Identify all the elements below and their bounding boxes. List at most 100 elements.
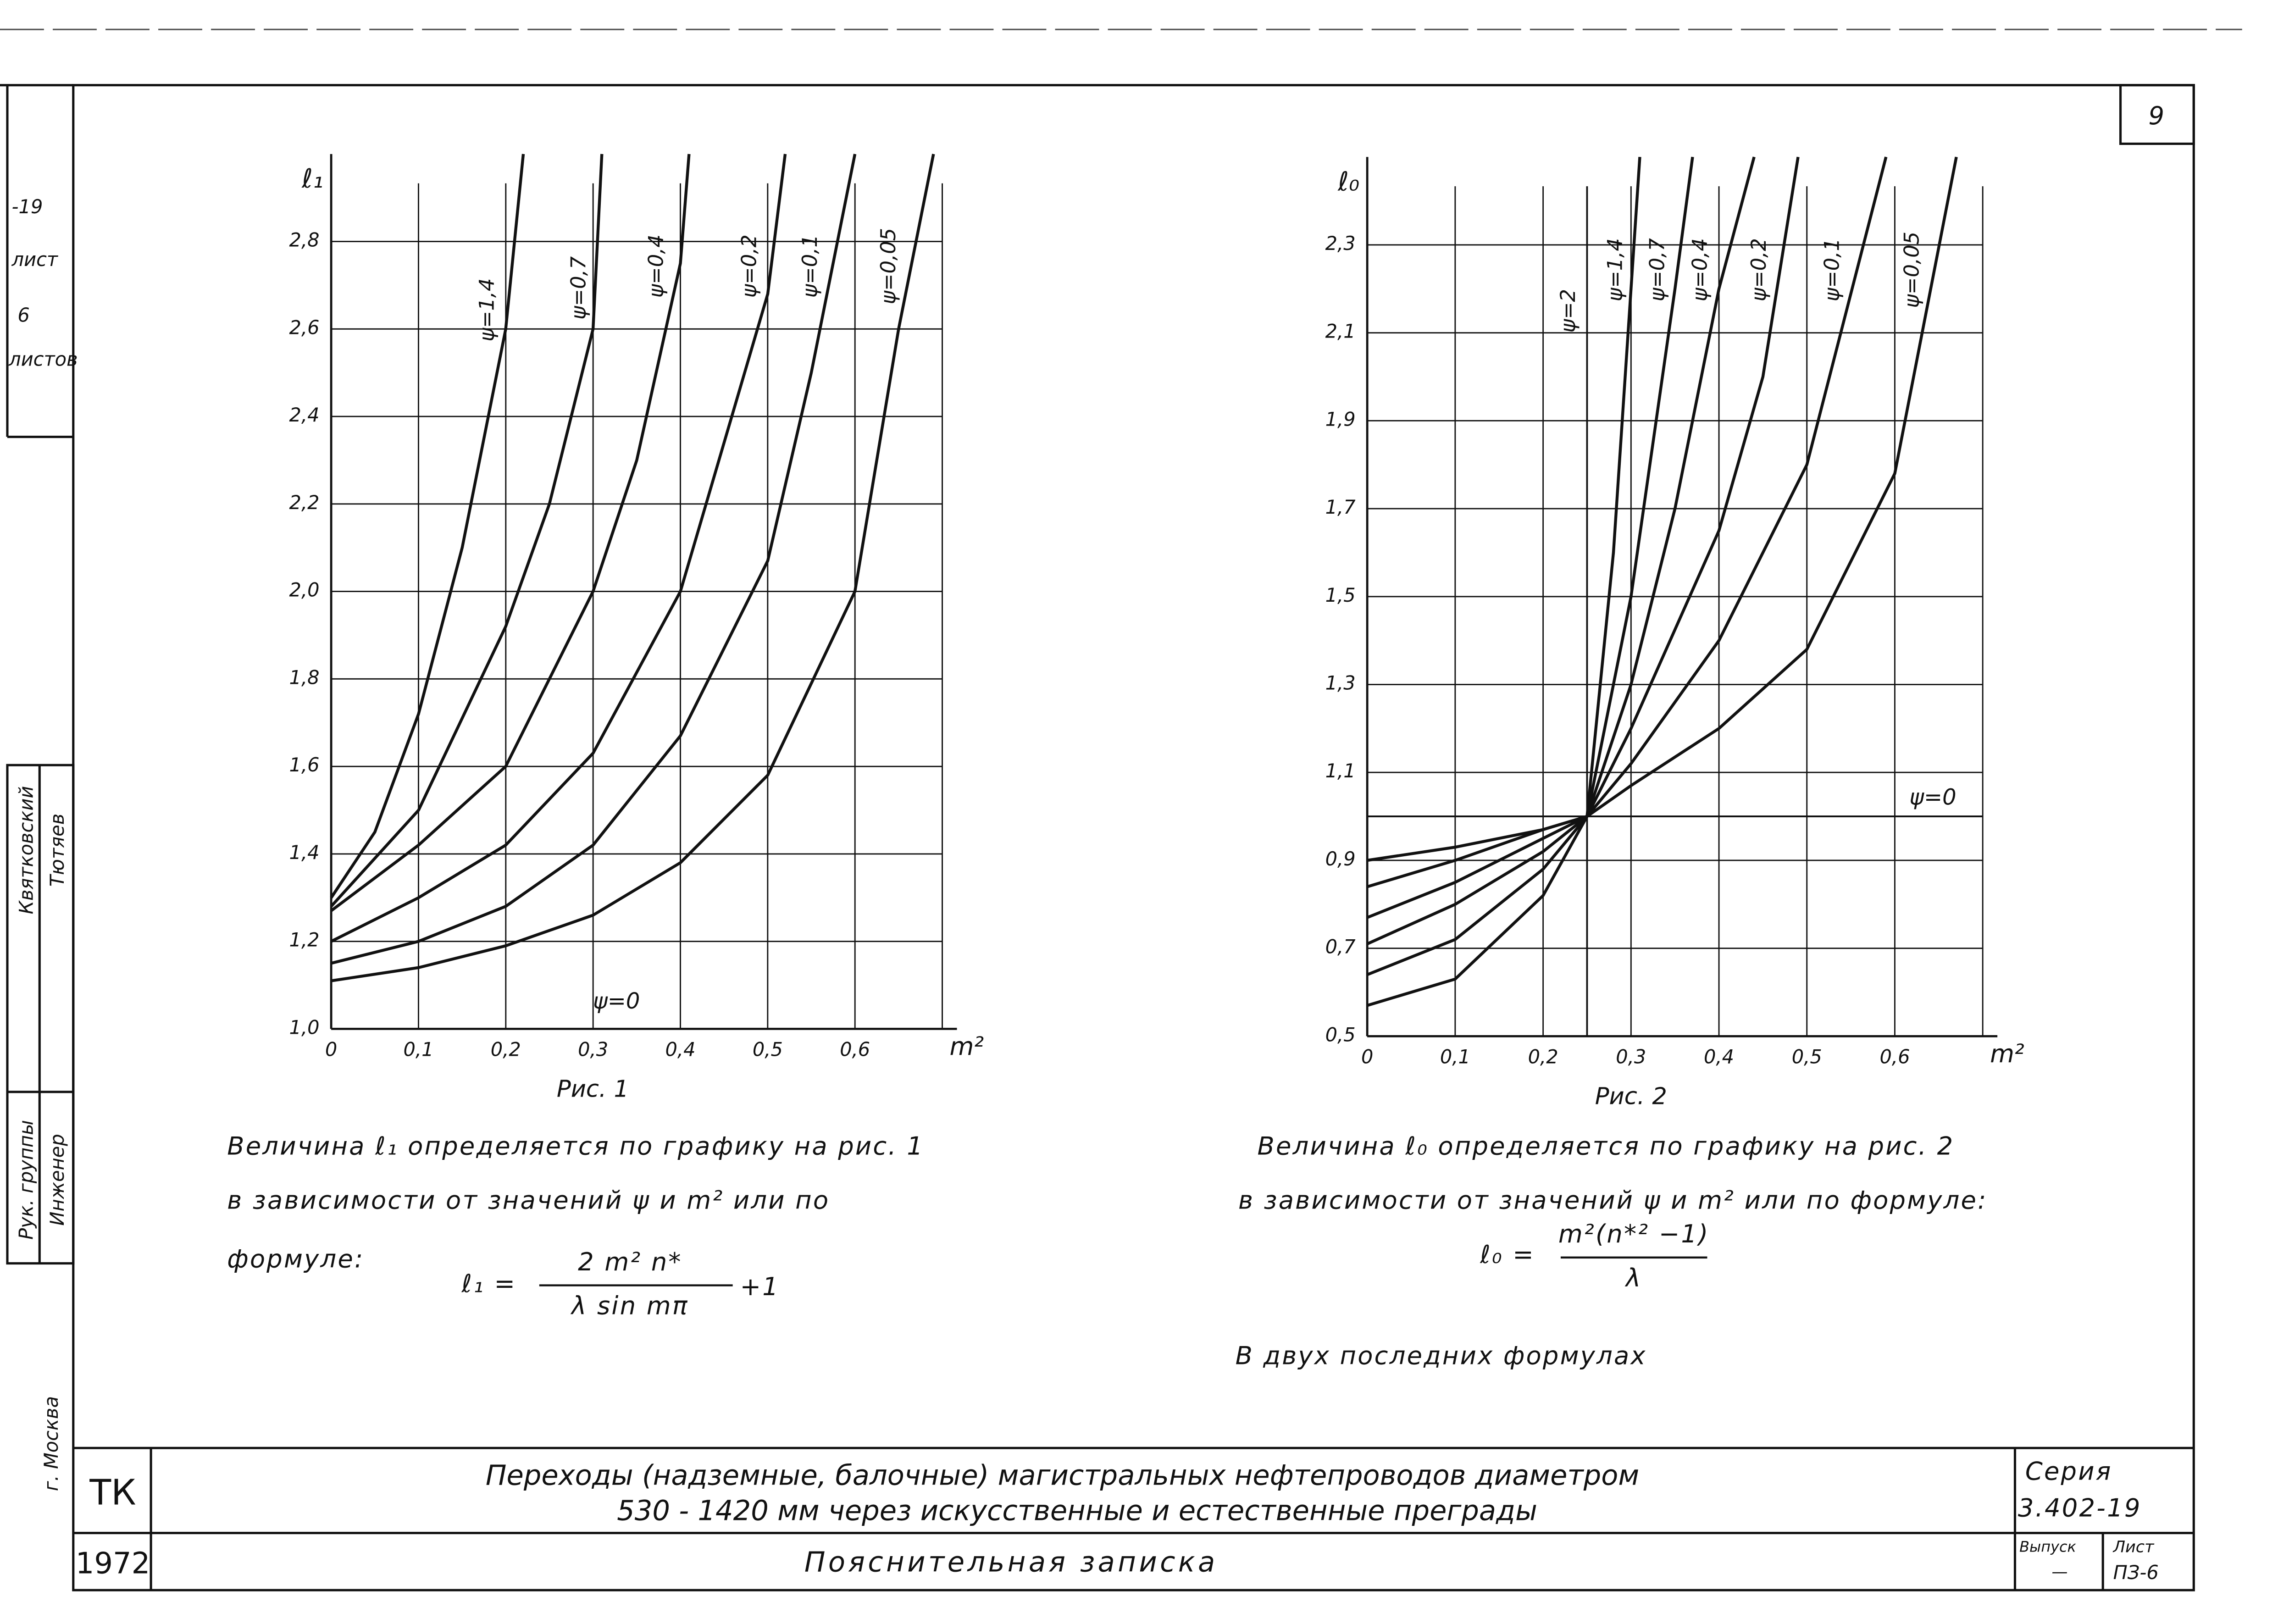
- reference-label: ψ=2: [1556, 289, 1580, 333]
- y-tick-label: 2,6: [289, 316, 320, 338]
- year: 1972: [76, 1546, 150, 1580]
- y-axis-label: ℓ₁: [301, 163, 323, 194]
- x-tick-label: 0,1: [1440, 1045, 1470, 1068]
- series-label: Серия: [2025, 1457, 2112, 1486]
- x-tick-label: 0,6: [840, 1038, 870, 1060]
- series-line: [331, 154, 857, 965]
- series-label: ψ=0,7: [566, 256, 590, 320]
- series-line: [331, 154, 935, 982]
- code: ТК: [89, 1472, 136, 1513]
- formula: ℓ₀ =: [1480, 1240, 1535, 1269]
- series-label: ψ=0,2: [1746, 238, 1771, 301]
- series-line: [330, 154, 525, 899]
- series: 3.402-19: [2018, 1494, 2142, 1523]
- series-label: ψ=0,2: [737, 234, 761, 298]
- x-tick-label: 0: [1361, 1045, 1373, 1068]
- annotation: ψ=0: [593, 989, 640, 1014]
- sheet-box: [2119, 84, 2195, 145]
- y-tick-label: 2,3: [1325, 232, 1356, 255]
- name: Квятковский: [15, 786, 38, 915]
- series-line: [330, 154, 787, 943]
- formula: 2 m² n*: [578, 1247, 682, 1276]
- y-tick-label: 1,0: [289, 1016, 320, 1038]
- series-label: ψ=1,4: [1602, 238, 1627, 301]
- sheet-number: 9: [2149, 101, 2166, 130]
- y-tick-label: 1,8: [289, 666, 320, 688]
- strip-text: -19: [12, 195, 43, 218]
- x-tick-label: 0,1: [403, 1038, 433, 1060]
- y-axis-label: ℓ₀: [1337, 166, 1359, 197]
- x-tick-label: 0,4: [1704, 1045, 1734, 1068]
- y-tick-label: 1,1: [1325, 759, 1356, 782]
- strip-text: 6: [17, 304, 29, 327]
- name: Тютяев: [46, 814, 68, 887]
- subtitle: Пояснительная записка: [804, 1546, 1218, 1578]
- y-tick-label: 1,9: [1325, 408, 1356, 430]
- formula: λ: [1624, 1264, 1642, 1292]
- note-line: в зависимости от значений ψ и m² или по: [227, 1186, 830, 1215]
- y-tick-label: 2,1: [1325, 320, 1356, 343]
- series-line: [1366, 156, 1756, 945]
- y-tick-label: 1,6: [289, 754, 320, 776]
- strip-text: листов: [8, 348, 78, 370]
- x-tick-label: 0,5: [753, 1038, 783, 1060]
- x-tick-label: 0,3: [578, 1038, 608, 1060]
- note-line: в зависимости от значений ψ и m² или по …: [1238, 1186, 1988, 1215]
- series-label: ψ=0,7: [1645, 238, 1669, 302]
- series-label: ψ=1,4: [475, 278, 499, 342]
- series-line: [1367, 156, 1958, 862]
- y-tick-label: 0,5: [1325, 1023, 1356, 1046]
- series-label: ψ=0,4: [1688, 238, 1712, 301]
- series-line: [330, 154, 691, 912]
- y-tick-label: 1,4: [289, 841, 320, 864]
- issue: —: [2051, 1563, 2067, 1581]
- formula: m²(n*² −1): [1558, 1219, 1710, 1248]
- y-tick-label: 0,7: [1325, 936, 1356, 958]
- y-tick-label: 1,3: [1325, 672, 1356, 694]
- y-tick-label: 1,7: [1325, 496, 1356, 518]
- strip-text: лист: [11, 248, 59, 271]
- sheet: ПЗ-6: [2113, 1561, 2159, 1584]
- role: Инженер: [46, 1134, 68, 1225]
- y-tick-label: 2,0: [289, 579, 320, 601]
- series-line: [330, 154, 604, 908]
- x-tick-label: 0,4: [665, 1038, 695, 1060]
- formula: +1: [740, 1272, 780, 1301]
- series-line: [1366, 156, 1800, 919]
- issue-label: Выпуск: [2019, 1538, 2076, 1556]
- caption: Рис. 1: [557, 1076, 629, 1103]
- series-label: ψ=0,1: [798, 234, 822, 298]
- title: 530 - 1420 мм через искусственные и есте…: [617, 1495, 1537, 1527]
- note-line: Величина ℓ₁ определяется по графику на р…: [227, 1131, 924, 1160]
- reference-label: ψ=0: [1909, 785, 1956, 810]
- formula: ℓ₁ =: [461, 1269, 517, 1298]
- note-line: Величина ℓ₀ определяется по графику на р…: [1258, 1131, 1955, 1160]
- sheet-label: Лист: [2112, 1538, 2155, 1557]
- series-label: ψ=0,1: [1819, 238, 1844, 301]
- x-tick-label: 0,6: [1879, 1045, 1910, 1068]
- series-label: ψ=0,05: [876, 228, 900, 305]
- x-tick-label: 0: [325, 1038, 337, 1060]
- x-axis-label: m²: [1990, 1039, 2024, 1068]
- y-tick-label: 2,2: [289, 491, 320, 514]
- note-line: В двух последних формулах: [1236, 1341, 1647, 1370]
- y-tick-label: 1,5: [1325, 584, 1356, 606]
- x-axis-label: m²: [950, 1032, 984, 1061]
- note-line: формуле:: [227, 1244, 364, 1273]
- series-line: [1367, 156, 1888, 888]
- y-tick-label: 1,2: [289, 929, 320, 951]
- series-label: ψ=0,4: [644, 234, 668, 298]
- x-tick-label: 0,5: [1792, 1045, 1822, 1068]
- y-tick-label: 0,9: [1325, 848, 1356, 870]
- y-tick-label: 2,8: [289, 229, 320, 251]
- series-label: ψ=0,05: [1900, 232, 1924, 308]
- role: Рук. группы: [15, 1120, 38, 1240]
- caption: Рис. 2: [1595, 1083, 1667, 1110]
- y-tick-label: 2,4: [289, 404, 320, 426]
- title: Переходы (надземные, балочные) магистрал…: [486, 1460, 1639, 1492]
- formula: λ sin mπ: [570, 1291, 689, 1320]
- x-tick-label: 0,3: [1616, 1045, 1646, 1068]
- x-tick-label: 0,2: [1528, 1045, 1558, 1068]
